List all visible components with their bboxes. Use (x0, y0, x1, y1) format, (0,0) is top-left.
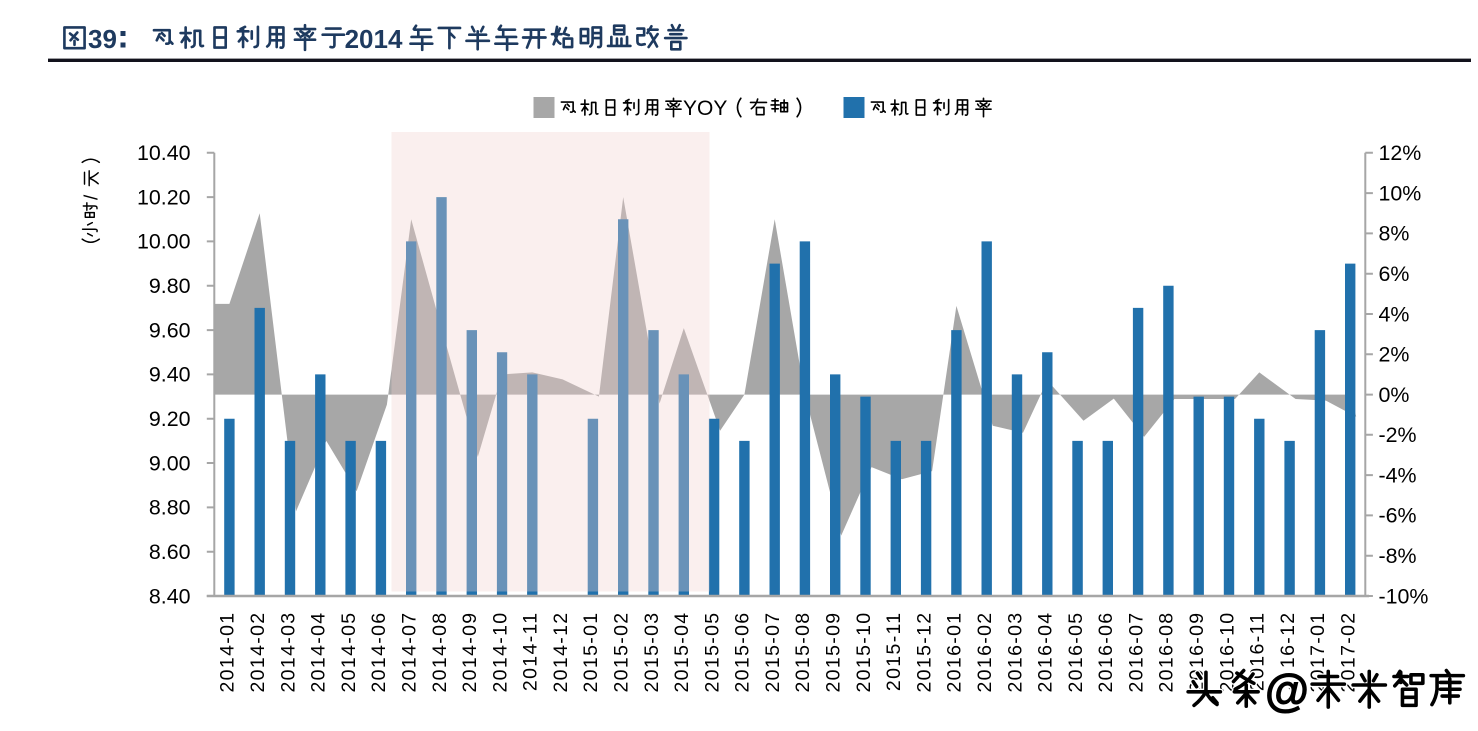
svg-text:12%: 12% (1379, 141, 1422, 165)
svg-text:-8%: -8% (1379, 544, 1417, 568)
svg-text:2015-08: 2015-08 (792, 612, 814, 693)
svg-text:9.80: 9.80 (149, 274, 191, 298)
svg-text:2014-12: 2014-12 (550, 612, 572, 693)
svg-text:@: @ (1265, 665, 1309, 716)
svg-text:2016-02: 2016-02 (974, 612, 996, 693)
svg-text:2014-07: 2014-07 (399, 612, 421, 693)
svg-text:2%: 2% (1379, 343, 1410, 367)
svg-text:8.60: 8.60 (149, 540, 191, 564)
svg-text:2015-06: 2015-06 (732, 612, 754, 693)
svg-text:2014-05: 2014-05 (338, 612, 360, 693)
svg-text:2015-02: 2015-02 (611, 612, 633, 693)
svg-text:-2%: -2% (1379, 423, 1417, 447)
svg-text:2016-06: 2016-06 (1095, 612, 1117, 693)
svg-text:8.40: 8.40 (149, 584, 191, 608)
svg-text:2017-01: 2017-01 (1307, 612, 1329, 693)
svg-text:9.40: 9.40 (149, 363, 191, 387)
svg-text:2016-03: 2016-03 (1004, 612, 1026, 693)
svg-text:2014-06: 2014-06 (368, 612, 390, 693)
svg-text:2015-09: 2015-09 (823, 612, 845, 693)
svg-text:8.80: 8.80 (149, 496, 191, 520)
svg-text:9.00: 9.00 (149, 451, 191, 475)
svg-text:YOY: YOY (683, 97, 727, 120)
svg-text:8%: 8% (1379, 222, 1410, 246)
svg-text:2015-03: 2015-03 (641, 612, 663, 693)
svg-text:2015-12: 2015-12 (913, 612, 935, 693)
svg-text:10.00: 10.00 (137, 230, 191, 254)
svg-text:/: / (82, 194, 103, 200)
svg-text:9.20: 9.20 (149, 407, 191, 431)
svg-text:39: 39 (88, 24, 117, 54)
svg-text:2014-10: 2014-10 (489, 612, 511, 693)
svg-text:2016-10: 2016-10 (1216, 612, 1238, 693)
svg-text:2016-12: 2016-12 (1277, 612, 1299, 693)
svg-text:2016-05: 2016-05 (1065, 612, 1087, 693)
svg-text:9.60: 9.60 (149, 318, 191, 342)
svg-text:2014-09: 2014-09 (459, 612, 481, 693)
svg-text:4%: 4% (1379, 302, 1410, 326)
svg-text:2014-04: 2014-04 (308, 612, 330, 693)
svg-text:-10%: -10% (1379, 584, 1429, 608)
svg-text:2014-11: 2014-11 (520, 612, 542, 692)
svg-text:2015-10: 2015-10 (853, 612, 875, 693)
svg-text:2016-08: 2016-08 (1156, 612, 1178, 693)
svg-text:-6%: -6% (1379, 504, 1417, 528)
svg-text:-4%: -4% (1379, 463, 1417, 487)
svg-text:10.40: 10.40 (137, 141, 191, 165)
svg-text:2014-08: 2014-08 (429, 612, 451, 693)
svg-text:2015-01: 2015-01 (580, 612, 602, 693)
svg-text:@: @ (1265, 665, 1311, 716)
svg-text:2016-09: 2016-09 (1186, 612, 1208, 693)
svg-text:2014: 2014 (345, 24, 403, 54)
svg-text:2016-07: 2016-07 (1125, 612, 1147, 693)
svg-text:2015-11: 2015-11 (883, 612, 905, 692)
svg-text:6%: 6% (1379, 262, 1410, 286)
svg-text:2014-02: 2014-02 (247, 612, 269, 693)
svg-text:2015-07: 2015-07 (762, 612, 784, 693)
svg-text:2016-01: 2016-01 (944, 612, 966, 693)
svg-text:10%: 10% (1379, 181, 1422, 205)
svg-text:0%: 0% (1379, 383, 1410, 407)
svg-text:2017-02: 2017-02 (1338, 612, 1360, 693)
svg-text:2014-01: 2014-01 (217, 612, 239, 693)
svg-text:2015-05: 2015-05 (701, 612, 723, 693)
svg-text:10.20: 10.20 (137, 185, 191, 209)
svg-text:2015-04: 2015-04 (671, 612, 693, 693)
svg-text:2014-03: 2014-03 (277, 612, 299, 693)
svg-text:2016-04: 2016-04 (1035, 612, 1057, 693)
